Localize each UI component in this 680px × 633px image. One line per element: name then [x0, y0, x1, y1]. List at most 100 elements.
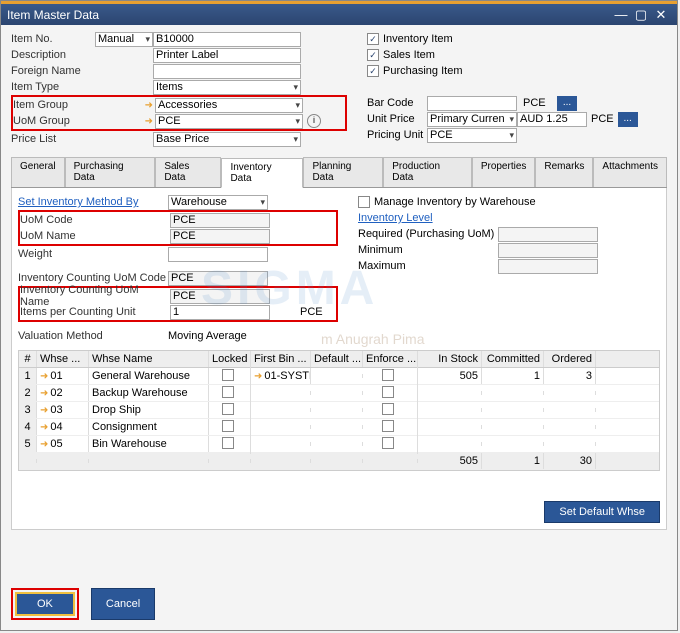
row-index: 2	[19, 385, 37, 401]
item-no-mode[interactable]: Manual	[95, 32, 153, 47]
row-first-bin	[251, 408, 311, 412]
grid-col-header[interactable]: In Stock	[418, 351, 482, 367]
uom-group-combo[interactable]: PCE	[155, 114, 303, 129]
row-default	[311, 391, 363, 395]
inventory-item-checkbox[interactable]: ✓	[367, 33, 379, 45]
label-item-no: Item No.	[11, 33, 95, 45]
grid-col-header[interactable]: Default ...	[311, 351, 363, 367]
count-uom-name-field: PCE	[170, 289, 270, 304]
link-arrow-icon[interactable]: ➜	[40, 439, 48, 450]
label-inventory-item: Inventory Item	[383, 33, 453, 45]
link-arrow-icon[interactable]: ➜	[145, 100, 153, 111]
tab-planning-data[interactable]: Planning Data	[303, 157, 383, 187]
description-field[interactable]: Printer Label	[153, 48, 301, 63]
link-inventory-level[interactable]: Inventory Level	[358, 212, 433, 224]
grid-header: #Whse ...Whse NameLockedFirst Bin ...Def…	[19, 351, 659, 368]
row-ordered	[544, 425, 596, 429]
item-group-combo[interactable]: Accessories	[155, 98, 303, 113]
minimum-field	[498, 243, 598, 258]
item-type-combo[interactable]: Items	[153, 80, 301, 95]
tab-strip: GeneralPurchasing DataSales DataInventor…	[11, 157, 667, 188]
item-no-field[interactable]: B10000	[153, 32, 301, 47]
row-whse-code: ➜03	[37, 402, 89, 418]
row-first-bin: ➜01-SYSTE	[251, 368, 311, 384]
highlight-uom-code-name: UoM CodePCE UoM NamePCE	[18, 210, 338, 246]
link-arrow-icon[interactable]: ➜	[40, 388, 48, 399]
link-arrow-icon[interactable]: ➜	[40, 371, 48, 382]
maximize-icon[interactable]: ▢	[631, 7, 651, 23]
grid-col-header[interactable]: Committed	[482, 351, 544, 367]
link-arrow-icon[interactable]: ➜	[40, 422, 48, 433]
table-row[interactable]: 5➜05Bin Warehouse	[19, 436, 659, 453]
barcode-field[interactable]	[427, 96, 517, 111]
row-default	[311, 408, 363, 412]
set-method-combo[interactable]: Warehouse	[168, 195, 268, 210]
grid-col-header[interactable]: Whse ...	[37, 351, 89, 367]
sales-item-checkbox[interactable]: ✓	[367, 49, 379, 61]
link-arrow-icon[interactable]: ➜	[40, 405, 48, 416]
valuation-value: Moving Average	[168, 330, 247, 342]
barcode-browse-button[interactable]: ...	[557, 96, 577, 111]
label-purchasing-item: Purchasing Item	[383, 65, 462, 77]
link-arrow-icon[interactable]: ➜	[145, 116, 153, 127]
minimize-icon[interactable]: —	[611, 7, 631, 22]
tab-purchasing-data[interactable]: Purchasing Data	[65, 157, 156, 187]
price-browse-button[interactable]: ...	[618, 112, 638, 127]
set-default-whse-button[interactable]: Set Default Whse	[544, 501, 660, 523]
row-enforce[interactable]	[363, 435, 418, 454]
weight-field[interactable]	[168, 247, 268, 262]
grid-col-header[interactable]: Ordered	[544, 351, 596, 367]
tab-properties[interactable]: Properties	[472, 157, 536, 187]
unit-price-field[interactable]: AUD 1.25	[517, 112, 587, 127]
close-icon[interactable]: ✕	[651, 7, 671, 23]
label-count-uom-code: Inventory Counting UoM Code	[18, 272, 168, 284]
row-in-stock: 505	[418, 368, 482, 384]
grid-col-header[interactable]: Whse Name	[89, 351, 209, 367]
currency-combo[interactable]: Primary Curren	[427, 112, 517, 127]
table-row[interactable]: 2➜02Backup Warehouse	[19, 385, 659, 402]
manage-by-whse-checkbox[interactable]	[358, 196, 370, 208]
unit-price-uom: PCE	[587, 113, 618, 125]
foreign-name-field[interactable]	[153, 64, 301, 79]
grid-col-header[interactable]: Enforce ...	[363, 351, 418, 367]
row-first-bin	[251, 442, 311, 446]
grid-col-header[interactable]: First Bin ...	[251, 351, 311, 367]
count-uom-code-field: PCE	[168, 271, 268, 286]
table-row[interactable]: 4➜04Consignment	[19, 419, 659, 436]
label-valuation: Valuation Method	[18, 330, 168, 342]
row-first-bin	[251, 425, 311, 429]
row-committed	[482, 408, 544, 412]
row-locked[interactable]	[209, 435, 251, 454]
grid-total-row: 505 1 30	[19, 453, 659, 470]
price-list-combo[interactable]: Base Price	[153, 132, 301, 147]
link-set-inv-method[interactable]: Set Inventory Method By	[18, 196, 168, 208]
tab-inventory-data[interactable]: Inventory Data	[221, 158, 303, 188]
cancel-button[interactable]: Cancel	[91, 588, 155, 620]
label-maximum: Maximum	[358, 260, 498, 272]
row-committed	[482, 442, 544, 446]
tab-sales-data[interactable]: Sales Data	[155, 157, 221, 187]
table-row[interactable]: 1➜01General Warehouse➜01-SYSTE50513	[19, 368, 659, 385]
tab-general[interactable]: General	[11, 157, 65, 187]
pricing-unit-combo[interactable]: PCE	[427, 128, 517, 143]
ok-button[interactable]: OK	[15, 592, 75, 616]
info-icon[interactable]: i	[307, 114, 321, 128]
grid-col-header[interactable]: Locked	[209, 351, 251, 367]
tab-remarks[interactable]: Remarks	[535, 157, 593, 187]
row-in-stock	[418, 391, 482, 395]
tab-production-data[interactable]: Production Data	[383, 157, 472, 187]
items-per-cu-field[interactable]: 1	[170, 305, 270, 320]
uom-name-field: PCE	[170, 229, 270, 244]
row-whse-code: ➜04	[37, 419, 89, 435]
total-ordered: 30	[544, 453, 596, 469]
row-whse-name: Drop Ship	[89, 402, 209, 418]
grid-col-header[interactable]: #	[19, 351, 37, 367]
label-uom-name: UoM Name	[20, 230, 170, 242]
purchasing-item-checkbox[interactable]: ✓	[367, 65, 379, 77]
tab-attachments[interactable]: Attachments	[593, 157, 667, 187]
label-barcode: Bar Code	[367, 97, 427, 109]
row-committed: 1	[482, 368, 544, 384]
required-field	[498, 227, 598, 242]
row-index: 5	[19, 436, 37, 452]
table-row[interactable]: 3➜03Drop Ship	[19, 402, 659, 419]
